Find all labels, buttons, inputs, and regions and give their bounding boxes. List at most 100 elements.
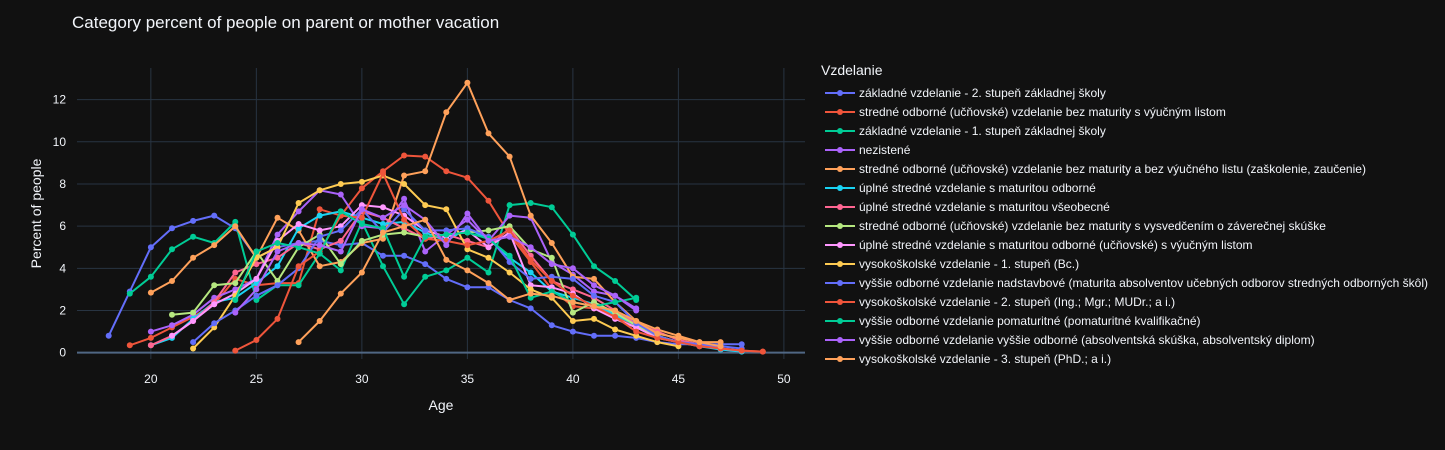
data-point	[506, 233, 513, 240]
data-point	[253, 292, 260, 299]
data-point	[147, 342, 154, 349]
data-point	[569, 265, 576, 272]
data-point	[422, 261, 429, 268]
data-point	[232, 309, 239, 316]
data-point	[506, 227, 513, 234]
data-point	[633, 294, 640, 301]
data-point	[190, 318, 197, 324]
legend-item[interactable]: vysokoškolské vzdelanie - 1. stupeň (Bc.…	[821, 254, 1428, 273]
legend-label: základné vzdelanie - 2. stupeň základnej…	[859, 85, 1106, 100]
data-point	[591, 315, 597, 322]
data-point	[380, 225, 386, 232]
series-2	[126, 152, 766, 355]
legend-item[interactable]: vysokoškolské vzdelanie - 3. stupeň (PhD…	[821, 349, 1428, 368]
data-point	[253, 337, 260, 343]
chart-title: Category percent of people on parent or …	[72, 13, 500, 32]
legend-swatch	[825, 240, 855, 250]
data-point	[443, 256, 450, 263]
data-point	[253, 248, 260, 255]
legend-item[interactable]: úplné stredné vzdelanie s maturitou všeo…	[821, 197, 1428, 216]
legend-item[interactable]: vyššie odborné vzdelanie pomaturitné (po…	[821, 311, 1428, 330]
legend-item[interactable]: vyššie odborné vzdelanie vyššie odborné …	[821, 330, 1428, 349]
legend-item[interactable]: nezistené	[821, 140, 1428, 159]
data-point	[591, 332, 597, 339]
x-tick-label: 25	[250, 372, 264, 386]
series-10	[190, 172, 682, 352]
y-tick-label: 0	[59, 346, 66, 360]
legend-label: vyššie odborné vzdelanie pomaturitné (po…	[859, 313, 1201, 328]
series-line	[192, 174, 679, 350]
legend-swatch	[825, 202, 855, 212]
legend-item[interactable]: vyššie odborné vzdelanie nadstavbové (ma…	[821, 273, 1428, 292]
data-point	[464, 237, 471, 244]
data-point	[316, 206, 323, 213]
data-point	[569, 286, 576, 293]
series-5	[147, 79, 724, 346]
legend[interactable]: Vzdelanie základné vzdelanie - 2. stupeň…	[821, 62, 1428, 368]
data-point	[337, 227, 344, 234]
data-point	[380, 170, 386, 177]
data-point	[105, 332, 112, 339]
data-point	[169, 225, 175, 232]
data-point	[422, 202, 429, 209]
data-point	[169, 311, 175, 318]
data-point	[464, 225, 471, 232]
data-point	[717, 339, 724, 346]
line-chart: 20 25 30 35 40 45 50 0 2 4 6 8 10 12 Age Percent of p…	[28, 68, 805, 413]
legend-item[interactable]: základné vzdelanie - 1. stupeň základnej…	[821, 121, 1428, 140]
x-tick-label: 30	[355, 372, 369, 386]
data-point	[443, 231, 450, 238]
data-point	[422, 216, 429, 223]
legend-swatch	[825, 316, 855, 326]
data-point	[274, 248, 281, 255]
data-point	[569, 318, 576, 324]
data-point	[443, 227, 450, 234]
legend-item[interactable]: vysokoškolské vzdelanie - 2. stupeň (Ing…	[821, 292, 1428, 311]
legend-label: úplné stredné vzdelanie s maturitou odbo…	[859, 237, 1253, 252]
data-point	[485, 254, 492, 261]
legend-item[interactable]: stredné odborné (učňovské) vzdelanie bez…	[821, 216, 1428, 235]
series-13	[232, 208, 640, 310]
data-point	[380, 229, 386, 236]
data-point	[633, 318, 640, 324]
data-point	[569, 299, 576, 306]
data-point	[401, 223, 408, 230]
data-point	[274, 282, 281, 289]
data-point	[316, 212, 323, 219]
data-point	[358, 221, 365, 227]
data-point	[591, 275, 597, 282]
data-point	[337, 248, 344, 255]
data-point	[506, 297, 513, 303]
legend-item[interactable]: úplné stredné vzdelanie s maturitou odbo…	[821, 178, 1428, 197]
data-point	[506, 212, 513, 219]
legend-item[interactable]: základné vzdelanie - 2. stupeň základnej…	[821, 83, 1428, 102]
data-point	[295, 244, 302, 251]
data-point	[126, 290, 133, 297]
legend-item[interactable]: stredné odborné (učňovské) vzdelanie bez…	[821, 102, 1428, 121]
data-point	[295, 221, 302, 227]
legend-label: vysokoškolské vzdelanie - 1. stupeň (Bc.…	[859, 256, 1080, 271]
data-point	[274, 231, 281, 238]
legend-item[interactable]: úplné stredné vzdelanie s maturitou odbo…	[821, 235, 1428, 254]
x-tick-label: 45	[672, 372, 686, 386]
data-point	[169, 332, 175, 339]
data-point	[485, 284, 492, 291]
data-point	[316, 233, 323, 240]
data-point	[380, 252, 386, 259]
data-point	[401, 229, 408, 236]
data-point	[232, 269, 239, 276]
data-point	[147, 289, 154, 296]
legend-swatch	[825, 278, 855, 288]
data-point	[401, 252, 408, 259]
data-point	[316, 242, 323, 249]
data-point	[527, 244, 534, 251]
data-point	[464, 79, 471, 86]
legend-item[interactable]: stredné odborné (učňovské) vzdelanie bez…	[821, 159, 1428, 178]
data-point	[358, 202, 365, 209]
data-point	[591, 303, 597, 310]
data-point	[358, 237, 365, 244]
data-point	[464, 267, 471, 274]
data-point	[380, 214, 386, 221]
data-point	[548, 240, 555, 246]
data-point	[358, 178, 365, 185]
